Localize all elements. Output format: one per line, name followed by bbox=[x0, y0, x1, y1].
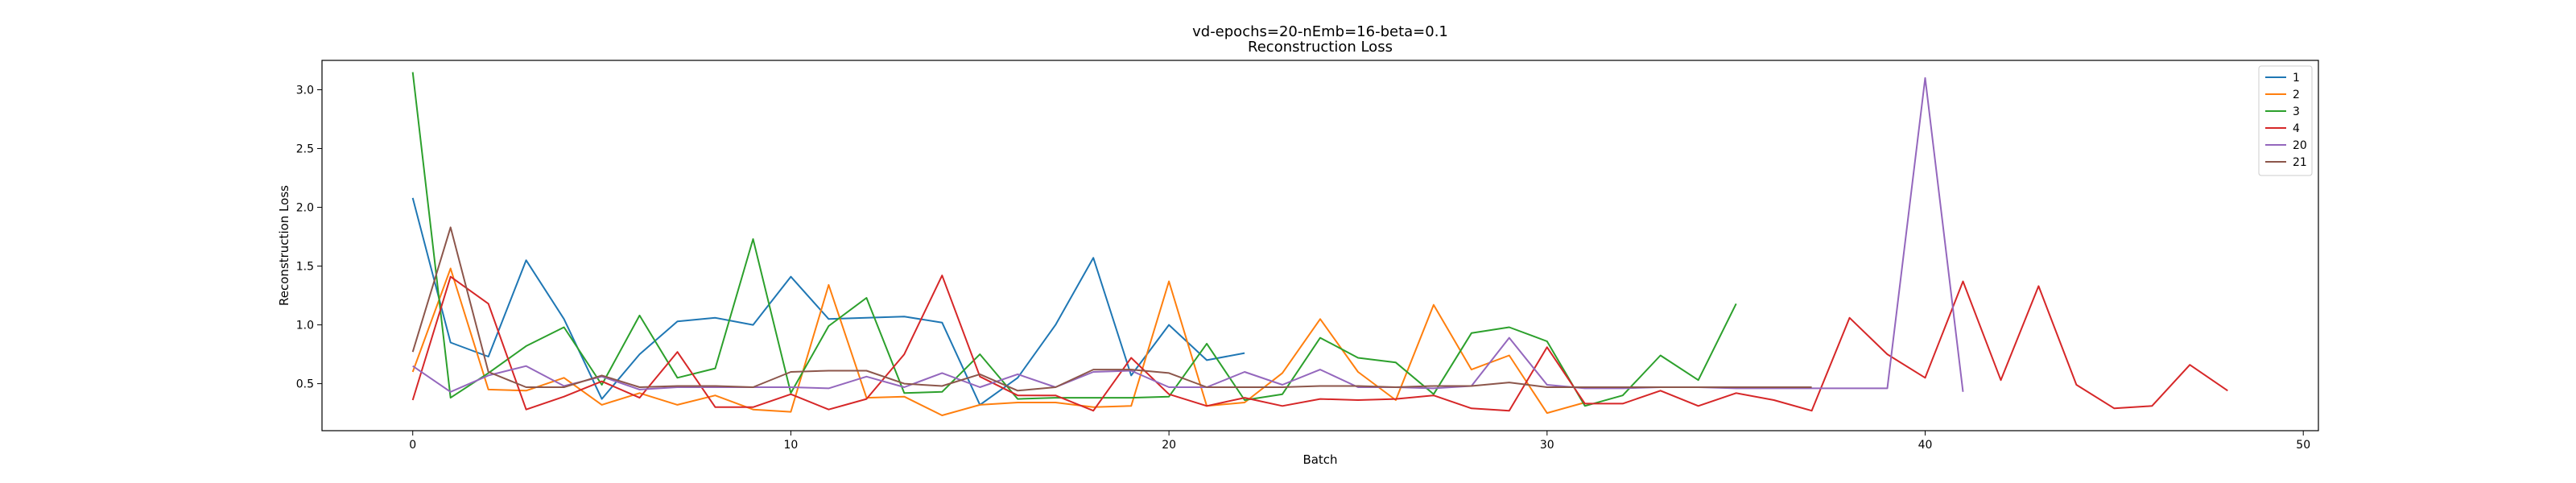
series-line-4 bbox=[411, 275, 2228, 412]
x-tick-label: 20 bbox=[1162, 439, 1176, 452]
legend: 1 2 3 4 20 21 bbox=[2258, 65, 2313, 176]
legend-entry-1: 1 bbox=[2293, 72, 2300, 85]
x-tick-label: 50 bbox=[2296, 439, 2310, 452]
plot-frame bbox=[321, 60, 2319, 431]
legend-entry-3: 3 bbox=[2293, 105, 2300, 118]
legend-entry-21: 21 bbox=[2293, 156, 2307, 169]
x-axis-label: Batch bbox=[1302, 452, 1337, 467]
series-line-21 bbox=[411, 226, 1812, 392]
y-tick-label: 1.5 bbox=[296, 261, 314, 274]
y-tick-label: 2.5 bbox=[296, 143, 314, 156]
y-tick-label: 2.0 bbox=[296, 202, 314, 215]
chart-title: vd-epochs=20-nEmb=16-beta=0.1 bbox=[1192, 23, 1448, 40]
x-tick-label: 0 bbox=[409, 439, 416, 452]
series-line-1 bbox=[411, 197, 1245, 406]
chart-subtitle: Reconstruction Loss bbox=[1248, 39, 1393, 56]
y-tick-label: 0.5 bbox=[296, 378, 314, 391]
y-tick-label: 3.0 bbox=[296, 85, 314, 97]
x-tick-label: 40 bbox=[1918, 439, 1933, 452]
series-lines bbox=[411, 72, 2228, 416]
y-tick-label: 1.0 bbox=[296, 320, 314, 332]
x-tick-label: 30 bbox=[1540, 439, 1554, 452]
x-axis: 0 10 20 30 40 50 bbox=[409, 431, 2310, 452]
y-axis-label: Reconstruction Loss bbox=[277, 185, 291, 306]
legend-entry-2: 2 bbox=[2293, 89, 2300, 101]
series-line-3 bbox=[411, 72, 1737, 407]
legend-entry-20: 20 bbox=[2293, 139, 2307, 152]
series-line-2 bbox=[411, 267, 1586, 416]
legend-entry-4: 4 bbox=[2293, 122, 2300, 135]
y-axis: 0.5 1.0 1.5 2.0 2.5 3.0 bbox=[296, 85, 322, 391]
x-tick-label: 10 bbox=[784, 439, 799, 452]
